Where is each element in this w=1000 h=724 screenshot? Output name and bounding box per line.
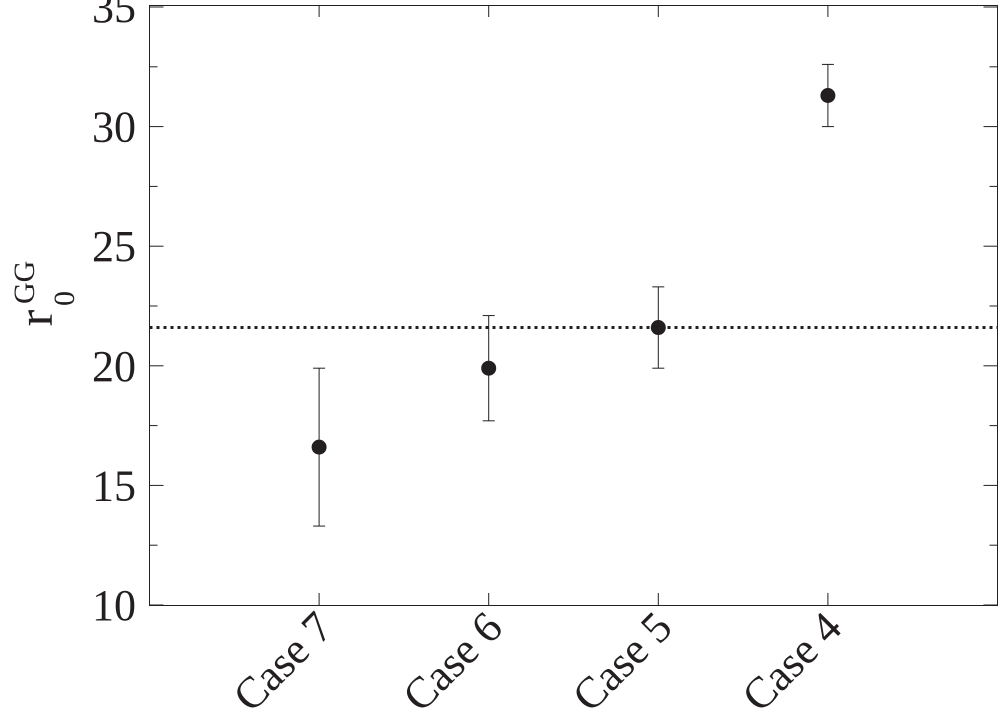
y-tick-label: 20: [92, 342, 136, 391]
y-tick-label: 30: [92, 103, 136, 152]
x-tick-label: Case 7: [224, 602, 342, 720]
data-point: [650, 320, 666, 336]
data-point: [820, 88, 836, 104]
y-tick-label: 10: [92, 581, 136, 630]
y-tick-label: 35: [92, 0, 136, 32]
y-label-base: r: [7, 309, 63, 326]
x-tick-label: Case 4: [733, 602, 851, 720]
y-label-sub: 0: [48, 291, 81, 306]
x-tick-label: Case 5: [563, 602, 681, 720]
plot-frame: [149, 5, 998, 606]
data-point: [481, 360, 497, 376]
x-tick-label: Case 6: [393, 602, 511, 720]
y-tick-label: 25: [92, 222, 136, 271]
y-tick-label: 15: [92, 461, 136, 510]
y-axis-label: r 0 GG: [7, 261, 81, 327]
y-label-sup: GG: [8, 261, 41, 304]
data-point: [311, 439, 327, 455]
